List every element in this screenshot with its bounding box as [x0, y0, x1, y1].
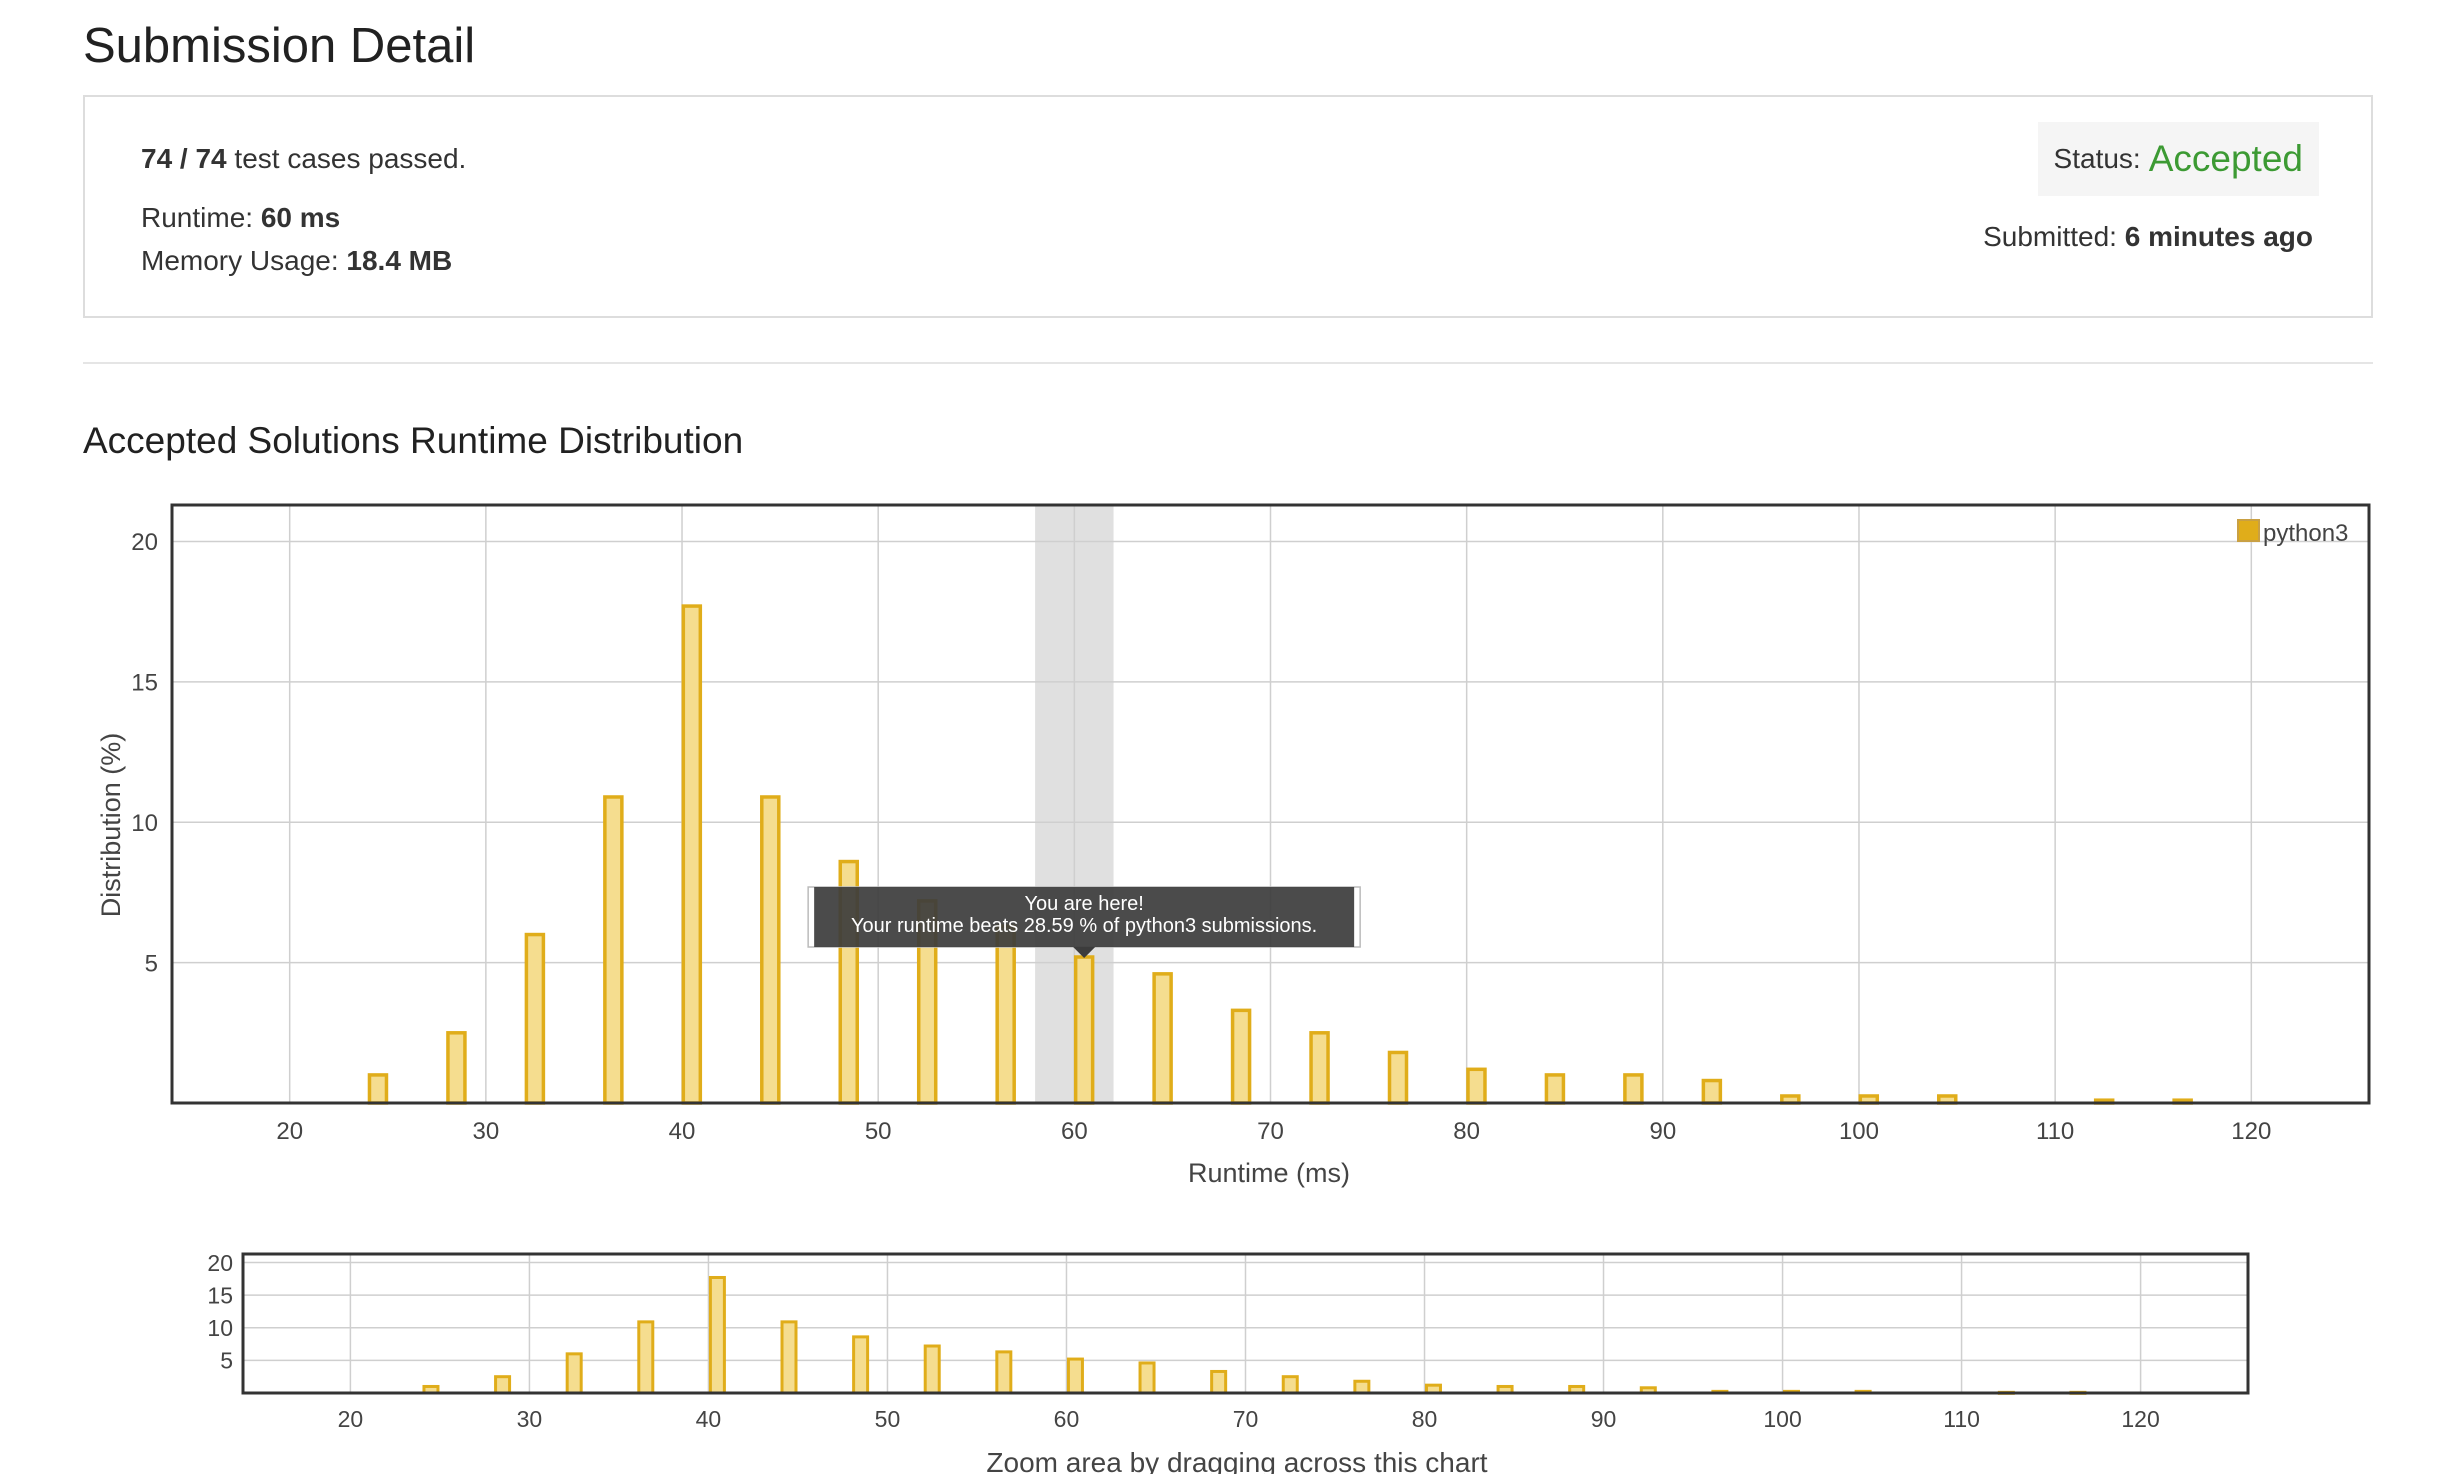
- main-chart-bar[interactable]: [681, 604, 703, 1105]
- submission-summary-panel: 74 / 74 test cases passed. Runtime: 60 m…: [83, 95, 2373, 318]
- main-chart-bar[interactable]: [995, 924, 1016, 1105]
- main-chart-x-tick-label: 110: [2036, 1118, 2074, 1145]
- main-chart-bar[interactable]: [603, 795, 624, 1105]
- navigator-chart-y-tick-label: 15: [207, 1282, 233, 1308]
- navigator-chart-y-tick-label: 10: [207, 1315, 233, 1341]
- main-chart-bar[interactable]: [367, 1073, 389, 1105]
- submitted-line: Submitted: 6 minutes ago: [1983, 221, 2313, 253]
- main-chart-bar[interactable]: [1152, 972, 1173, 1105]
- submitted-value: 6 minutes ago: [2124, 221, 2313, 252]
- navigator-chart-bar[interactable]: [852, 1335, 870, 1395]
- tooltip-box: [814, 887, 1355, 948]
- navigator-chart-x-tick-label: 30: [517, 1406, 543, 1432]
- section-divider: [83, 362, 2373, 364]
- main-chart-x-tick-label: 70: [1257, 1118, 1284, 1145]
- status-value[interactable]: Accepted: [2148, 138, 2303, 179]
- navigator-chart-x-tick-label: 40: [696, 1406, 722, 1432]
- main-chart-x-tick-label: 90: [1649, 1118, 1676, 1145]
- main-chart-bar[interactable]: [1309, 1031, 1330, 1105]
- main-chart-y-tick-label: 15: [131, 670, 158, 697]
- navigator-chart-y-tick-label: 20: [207, 1250, 233, 1276]
- main-chart-bar[interactable]: [446, 1031, 467, 1105]
- main-chart-x-tick-label: 50: [865, 1118, 892, 1145]
- main-chart-plot-frame: [170, 503, 2371, 1105]
- legend-label-python3: python3: [2263, 520, 2348, 547]
- navigator-chart-x-tick-label: 100: [1763, 1406, 1801, 1432]
- main-chart-x-axis-title: Runtime (ms): [1188, 1158, 1350, 1188]
- tooltip-title: You are here!: [1024, 893, 1143, 915]
- navigator-chart-x-tick-label: 110: [1943, 1406, 1980, 1432]
- main-chart-y-tick-label: 20: [131, 529, 158, 556]
- navigator-chart-bar[interactable]: [1066, 1357, 1084, 1395]
- navigator-chart-x-tick-label: 90: [1591, 1406, 1617, 1432]
- main-chart-bar[interactable]: [1073, 955, 1095, 1105]
- navigator-chart-bar[interactable]: [1281, 1375, 1299, 1395]
- memory-line: Memory Usage: 18.4 MB: [141, 245, 452, 277]
- main-chart-bar[interactable]: [760, 795, 781, 1105]
- navigator-chart-bar[interactable]: [923, 1344, 941, 1395]
- navigator-chart-bar[interactable]: [995, 1350, 1013, 1395]
- navigator-chart-bar[interactable]: [708, 1275, 726, 1395]
- main-chart-bar[interactable]: [1544, 1073, 1566, 1105]
- navigator-chart-x-tick-label: 70: [1233, 1406, 1259, 1432]
- main-chart-bar[interactable]: [524, 932, 546, 1105]
- main-chart-bar[interactable]: [1230, 1008, 1252, 1105]
- main-chart-bar[interactable]: [1387, 1050, 1409, 1105]
- navigator-chart-bar[interactable]: [1138, 1361, 1156, 1395]
- page-title: Submission Detail: [83, 19, 476, 73]
- test-cases-suffix: test cases passed.: [234, 143, 467, 174]
- navigator-chart-bar[interactable]: [637, 1320, 655, 1395]
- main-chart-x-tick-label: 100: [1839, 1118, 1879, 1145]
- navigator-chart-x-tick-label: 20: [338, 1406, 364, 1432]
- test-cases-line: 74 / 74 test cases passed.: [141, 143, 466, 175]
- navigator-chart-x-tick-label: 50: [875, 1406, 901, 1432]
- main-chart-y-tick-label: 10: [131, 810, 158, 837]
- tooltip-text: Your runtime beats 28.59 % of python3 su…: [851, 915, 1317, 937]
- status-box: Status: Accepted: [2037, 122, 2319, 196]
- navigator-chart-bar[interactable]: [494, 1375, 512, 1395]
- navigator-chart-bar[interactable]: [780, 1320, 798, 1395]
- main-chart-x-tick-label: 20: [276, 1118, 303, 1145]
- main-chart-bar[interactable]: [1466, 1067, 1487, 1105]
- main-chart-y-axis-title: Distribution (%): [96, 733, 126, 918]
- navigator-chart-x-tick-label: 120: [2121, 1406, 2159, 1432]
- test-cases-count: 74 / 74: [141, 143, 227, 174]
- navigator-chart-bar[interactable]: [565, 1352, 583, 1395]
- runtime-value: 60 ms: [260, 202, 341, 233]
- memory-value: 18.4 MB: [346, 245, 453, 276]
- main-chart-bar[interactable]: [1623, 1073, 1644, 1105]
- navigator-chart-plot-frame: [241, 1252, 2250, 1395]
- main-chart-x-tick-label: 40: [669, 1118, 696, 1145]
- memory-label: Memory Usage:: [141, 245, 339, 276]
- runtime-label: Runtime:: [141, 202, 254, 233]
- navigator-caption: Zoom area by dragging across this chart: [986, 1447, 1487, 1474]
- main-chart-bar[interactable]: [1701, 1078, 1723, 1105]
- submitted-label: Submitted:: [1983, 221, 2117, 252]
- navigator-chart-x-tick-label: 60: [1054, 1406, 1080, 1432]
- main-chart-x-tick-label: 30: [473, 1118, 500, 1145]
- main-chart-x-tick-label: 120: [2231, 1118, 2271, 1145]
- navigator-chart-bar[interactable]: [1210, 1369, 1228, 1395]
- navigator-chart-x-tick-label: 80: [1412, 1406, 1438, 1432]
- main-chart-x-tick-label: 80: [1453, 1118, 1480, 1145]
- main-chart-y-tick-label: 5: [145, 950, 158, 977]
- runtime-line: Runtime: 60 ms: [141, 202, 340, 234]
- status-label: Status:: [2053, 143, 2141, 174]
- navigator-chart-y-tick-label: 5: [220, 1348, 233, 1374]
- main-chart-x-tick-label: 60: [1061, 1118, 1088, 1145]
- navigator-chart-bar[interactable]: [1353, 1379, 1371, 1395]
- tooltip-pointer: [1073, 947, 1096, 959]
- legend-swatch-python3[interactable]: [2237, 519, 2260, 542]
- distribution-title: Accepted Solutions Runtime Distribution: [83, 420, 744, 461]
